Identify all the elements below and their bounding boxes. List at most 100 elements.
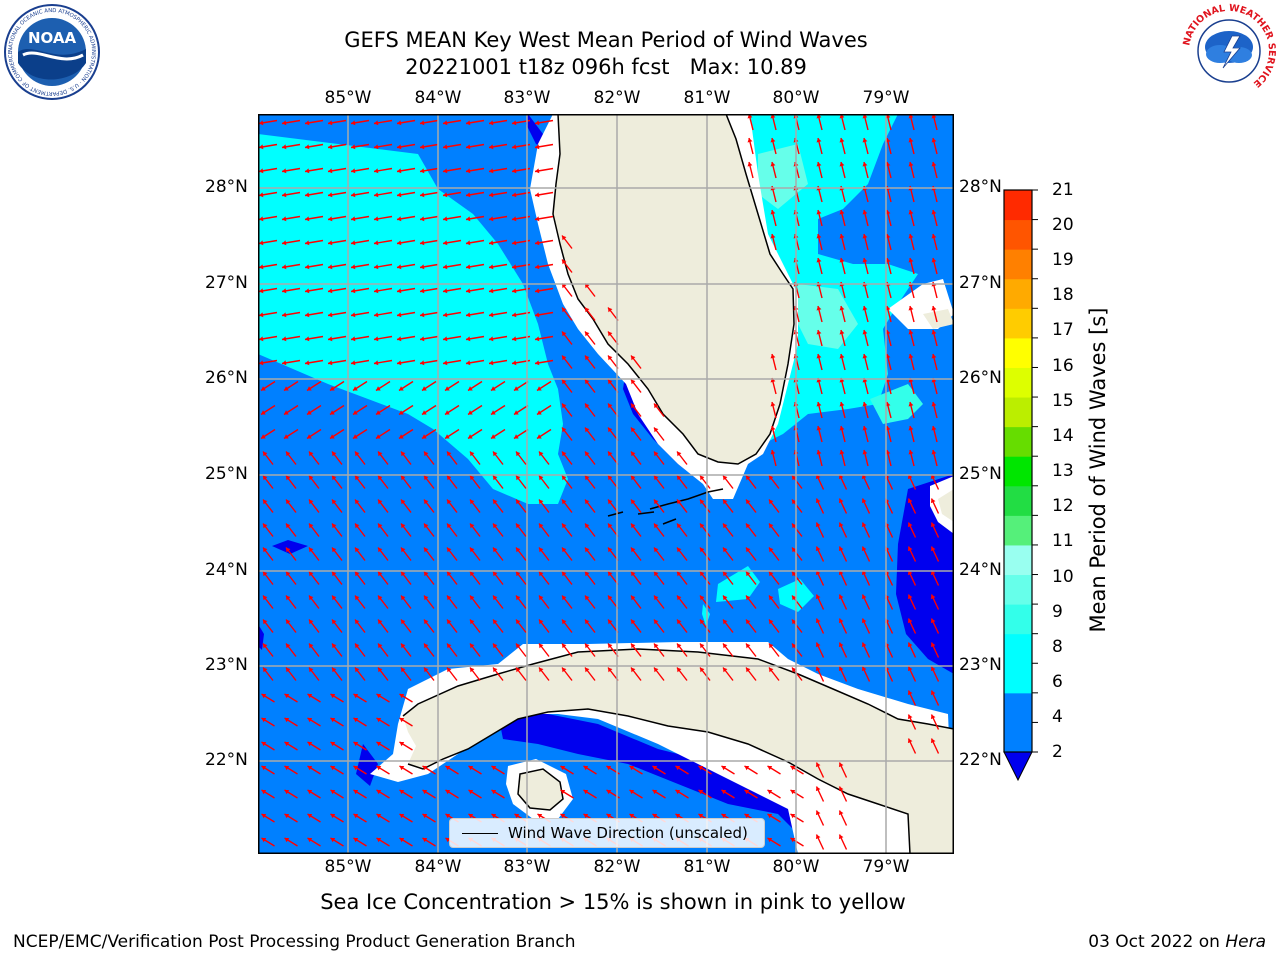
wind-wave-arrowhead: [284, 717, 290, 723]
colorbar-level: [1004, 397, 1032, 428]
legend-label: Wind Wave Direction (unscaled): [508, 824, 748, 842]
colorbar-tick: 2: [1052, 742, 1063, 762]
wind-wave-arrowhead: [353, 386, 358, 391]
wind-wave-arrowhead: [305, 336, 310, 342]
wind-wave-arrowhead: [259, 120, 264, 126]
wind-wave-arrowhead: [885, 138, 891, 143]
wind-wave-arrowhead: [562, 523, 567, 529]
wind-wave-arrowhead: [401, 547, 406, 553]
sea-ice-note: Sea Ice Concentration > 15% is shown in …: [320, 890, 906, 914]
wind-wave-arrowhead: [305, 312, 310, 318]
wind-wave-arrowhead: [631, 499, 636, 505]
wind-wave-arrowhead: [815, 618, 821, 624]
wind-wave-arrowhead: [698, 765, 704, 771]
wind-wave-arrowhead: [447, 643, 452, 649]
wind-wave-arrowhead: [512, 192, 517, 198]
wind-wave-arrowhead: [307, 741, 313, 747]
wind-wave-arrowhead: [355, 619, 360, 625]
wind-wave-arrowhead: [790, 789, 796, 795]
wind-wave-arrowhead: [447, 595, 452, 601]
wind-wave-arrowhead: [746, 475, 751, 481]
wind-wave-arrowhead: [351, 120, 356, 126]
wind-wave-arrowhead: [512, 288, 517, 294]
wind-wave-arrowhead: [792, 595, 797, 601]
wind-wave-arrowhead: [330, 837, 336, 843]
wind-wave-arrowhead: [539, 571, 544, 577]
wind-wave-arrowhead: [816, 258, 822, 263]
footer-date-text: 03 Oct 2022 on: [1088, 932, 1226, 952]
wind-wave-arrowhead: [839, 306, 845, 311]
wind-wave-arrowhead: [677, 547, 682, 553]
wind-wave-arrowhead: [838, 810, 844, 816]
wind-wave-arrowhead: [399, 410, 404, 415]
wind-wave-arrowhead: [351, 360, 356, 366]
wind-wave-arrowhead: [282, 288, 287, 294]
wind-wave-arrowhead: [770, 450, 776, 455]
cuba-land: [403, 649, 954, 854]
wind-wave-arrowhead: [330, 717, 336, 723]
wind-wave-arrowhead: [376, 693, 382, 699]
wind-wave-arrowhead: [816, 234, 822, 239]
deep-blue-spot-west: [272, 540, 308, 554]
wind-wave-arrowhead: [539, 475, 544, 481]
lon-label-top-80w: 80°W: [772, 88, 820, 108]
wind-wave-arrowhead: [770, 210, 776, 215]
wind-wave-arrowhead: [516, 475, 521, 481]
wind-wave-arrowhead: [420, 288, 425, 294]
wind-wave-arrowhead: [608, 547, 613, 553]
wind-wave-arrowhead: [677, 571, 682, 577]
wind-wave-arrowhead: [466, 216, 471, 222]
wind-wave-arrowhead: [309, 499, 314, 505]
wind-wave-arrowhead: [746, 547, 751, 553]
wind-wave-arrowhead: [309, 619, 314, 625]
bahamas-land: [923, 309, 954, 522]
wind-wave-arrowhead: [424, 451, 429, 457]
wind-wave-arrowhead: [378, 475, 383, 481]
wind-wave-arrowhead: [470, 643, 475, 649]
wind-wave-arrowhead: [930, 546, 936, 552]
colorbar-level: [1004, 544, 1032, 576]
wind-wave-arrowhead: [493, 619, 498, 625]
wind-wave-arrowhead: [744, 789, 750, 795]
coastlines: [402, 114, 954, 854]
wind-wave-arrowhead: [539, 523, 544, 529]
wind-wave-arrowhead: [309, 547, 314, 553]
wind-wave-arrowhead: [397, 312, 402, 318]
wind-wave-arrowhead: [562, 595, 567, 601]
colorbar-level: [1004, 604, 1032, 635]
wind-wave-arrowhead: [631, 571, 636, 577]
map-legend: Wind Wave Direction (unscaled): [449, 818, 765, 848]
wind-wave-arrowhead: [629, 813, 635, 819]
wind-wave-arrowhead: [862, 306, 868, 311]
wind-wave-arrowhead: [284, 765, 290, 771]
wind-wave-arrowhead: [307, 789, 313, 795]
wind-wave-arrowhead: [885, 162, 891, 167]
wind-wave-arrowhead: [816, 426, 822, 431]
wind-wave-arrowhead: [631, 355, 636, 361]
wind-wave-arrowhead: [790, 813, 796, 819]
wind-wave-arrowhead: [539, 547, 544, 553]
wind-wave-arrowhead: [537, 410, 542, 415]
wind-wave-arrowhead: [489, 312, 494, 318]
lon-label-bottom-85w: 85°W: [324, 857, 372, 877]
wind-wave-arrowhead: [907, 642, 913, 648]
wind-wave-arrowhead: [330, 693, 336, 699]
wind-wave-arrowhead: [792, 523, 797, 529]
wind-wave-arrowhead: [328, 216, 333, 222]
wind-wave-arrowhead: [560, 789, 566, 795]
wind-wave-arrowhead: [677, 643, 682, 649]
wind-wave-arrowhead: [537, 386, 542, 391]
wind-wave-arrowhead: [332, 451, 337, 457]
wind-wave-arrowhead: [862, 426, 868, 431]
wind-wave-arrowhead: [585, 451, 590, 457]
wind-wave-arrowhead: [422, 410, 427, 415]
wind-wave-arrowhead: [286, 547, 291, 553]
wind-wave-arrowhead: [259, 264, 264, 270]
wind-wave-arrowhead: [422, 434, 427, 439]
wind-wave-arrowhead: [376, 717, 382, 723]
wind-wave-arrowhead: [261, 741, 267, 747]
wind-wave-arrowhead: [770, 162, 776, 167]
wind-wave-arrowhead: [792, 571, 797, 577]
wind-wave-arrowhead: [376, 813, 382, 819]
wind-wave-arrowhead: [654, 571, 659, 577]
